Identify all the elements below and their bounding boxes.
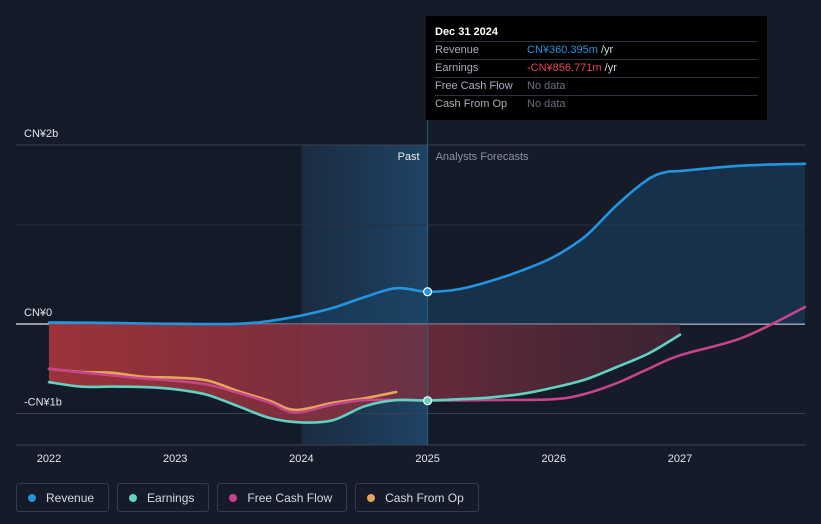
tooltip-value: No data [527,98,566,110]
series-line-earnings [47,333,682,424]
series-line-cash-from-op [47,367,398,412]
legend-item-earnings[interactable]: Earnings [117,483,210,512]
earnings-unit: /yr [601,62,617,74]
x-tick-label: 2024 [289,453,313,465]
cash-from-op-dot-icon [367,493,376,502]
past-label: Past [398,151,420,163]
tooltip-row-cash-from-op: Cash From Op No data [435,95,758,113]
revenue-area [49,163,805,325]
legend-item-revenue[interactable]: Revenue [16,483,110,512]
tooltip-value: No data [527,80,566,92]
tooltip-label: Earnings [435,62,479,74]
tooltip-label: Revenue [435,44,480,56]
tooltip-row-revenue: Revenue CN¥360.395m /yr [435,41,758,59]
legend-item-free-cash-flow[interactable]: Free Cash Flow [217,483,348,512]
x-tick-label: 2027 [668,453,692,465]
y-tick-label: CN¥0 [24,307,52,319]
tooltip: Dec 31 2024 Revenue CN¥360.395m /yr Earn… [426,16,767,120]
earnings-loss-area [49,324,680,423]
earnings-dot-icon [129,493,138,502]
tooltip-label: Cash From Op [435,98,508,110]
legend-item-cash-from-op[interactable]: Cash From Op [355,483,479,512]
tooltip-value: CN¥360.395m /yr [527,42,613,59]
legend-label: Cash From Op [385,490,464,505]
x-tick-label: 2025 [415,453,439,465]
free-cash-flow-dot-icon [229,493,238,502]
tooltip-date: Dec 31 2024 [435,26,498,38]
revenue-value: CN¥360.395m [527,44,598,56]
highlight-point-earnings [423,396,433,406]
series-line-free-cash-flow [47,305,807,414]
y-tick-label: -CN¥1b [24,397,62,409]
legend-label: Earnings [147,490,195,505]
legend: Revenue Earnings Free Cash Flow Cash Fro… [16,483,479,512]
revenue-unit: /yr [597,44,614,56]
y-tick-label: CN¥2b [24,128,58,140]
highlight-point-revenue [423,287,433,297]
legend-label: Revenue [46,490,95,505]
tooltip-value: -CN¥856.771m /yr [527,60,617,77]
legend-label: Free Cash Flow [247,490,333,505]
x-tick-label: 2022 [37,453,61,465]
earnings-value: -CN¥856.771m [527,62,602,74]
tooltip-row-free-cash-flow: Free Cash Flow No data [435,77,758,95]
tooltip-label: Free Cash Flow [435,80,513,92]
forecast-label: Analysts Forecasts [436,151,529,163]
series-line-revenue [47,162,807,326]
tooltip-row-earnings: Earnings -CN¥856.771m /yr [435,59,758,77]
revenue-dot-icon [28,493,36,502]
x-tick-label: 2026 [542,453,566,465]
x-tick-label: 2023 [163,453,187,465]
